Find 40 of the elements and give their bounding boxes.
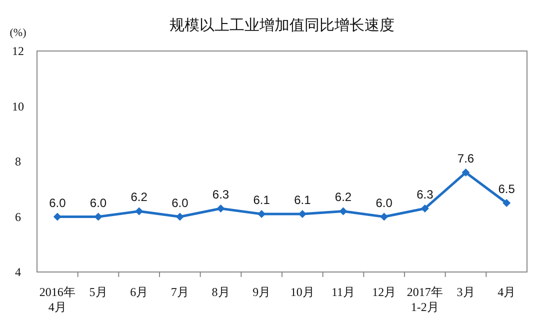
data-label: 6.2 [334,190,352,204]
data-label: 6.1 [294,192,312,207]
data-label: 6.0 [49,196,66,210]
x-tick-label: 5月 [89,285,108,299]
data-label: 6.3 [416,187,434,202]
point [135,207,144,216]
data-label: 6.0 [376,196,393,210]
data-label: 6.2 [130,190,148,204]
x-tick-label: 4月 [498,285,516,299]
data-label: 6.5 [498,182,516,196]
point [462,168,470,177]
y-tick-label: 4 [15,265,21,279]
point [420,204,429,212]
data-label: 6.0 [90,196,107,210]
x-tick-label: 12月 [372,285,396,299]
data-label: 6.1 [253,192,270,207]
y-axis-title: (%) [10,27,27,39]
x-tick-label: 10月 [290,285,314,299]
data-label: 7.6 [457,152,474,166]
chart-title: 规模以上工业增加值同比增长速度 [170,17,394,34]
point [502,198,511,207]
x-tick-label: 8月 [212,285,230,299]
data-label: 6.3 [212,187,230,202]
data-label: 6.0 [172,196,189,210]
point [216,204,225,212]
x-tick-label: 2016年 4月 [39,285,76,314]
x-tick-label: 2017年 1-2月 [406,285,443,314]
y-tick-label: 12 [12,44,24,58]
x-tick-label: 7月 [170,285,189,299]
point [53,212,62,221]
point [339,207,348,216]
point [176,212,184,221]
y-tick-label: 6 [15,210,21,224]
x-tick-label: 11月 [331,285,356,299]
point [380,212,388,221]
x-tick-label: 6月 [130,285,148,299]
x-tick-label: 3月 [456,285,475,299]
y-tick-label: 8 [15,154,21,168]
x-tick-label: 9月 [252,285,271,299]
y-tick-label: 10 [12,99,24,114]
